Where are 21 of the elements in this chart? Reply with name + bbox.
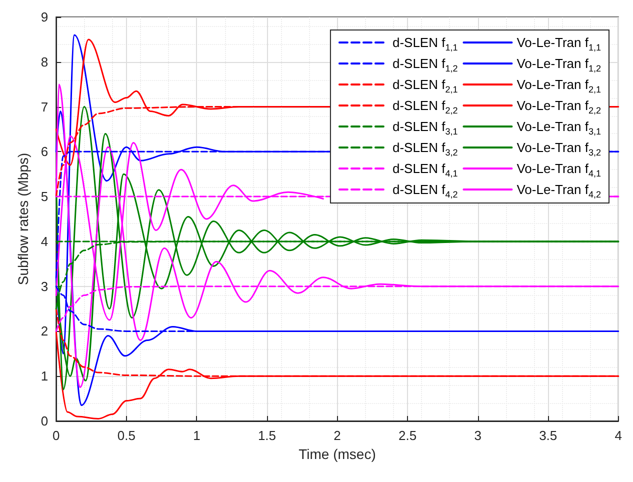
y-tick-label: 1 bbox=[40, 368, 48, 384]
x-tick-label: 4 bbox=[614, 428, 622, 443]
y-tick-label: 9 bbox=[40, 10, 48, 24]
y-tick-label: 4 bbox=[40, 234, 48, 249]
y-tick-label: 5 bbox=[40, 189, 48, 204]
x-axis-title: Time (msec) bbox=[298, 446, 376, 462]
x-tick-label: 2.5 bbox=[398, 428, 417, 443]
x-tick-label: 1.5 bbox=[258, 428, 276, 443]
x-tick-label: 0 bbox=[52, 428, 60, 443]
x-tick-label: 3.5 bbox=[539, 428, 558, 443]
y-tick-label: 6 bbox=[40, 144, 48, 160]
x-tick-label: 1 bbox=[193, 428, 200, 443]
y-tick-label: 7 bbox=[40, 99, 48, 114]
x-tick-label: 0.5 bbox=[117, 428, 136, 443]
x-tick-label: 3 bbox=[474, 428, 482, 443]
y-tick-label: 0 bbox=[40, 414, 48, 428]
y-axis-title: Subflow rates (Mbps) bbox=[15, 152, 31, 286]
x-tick-label: 2 bbox=[334, 428, 341, 443]
y-tick-label: 3 bbox=[40, 278, 48, 294]
y-tick-label: 2 bbox=[40, 324, 48, 339]
y-tick-label: 8 bbox=[40, 54, 48, 70]
